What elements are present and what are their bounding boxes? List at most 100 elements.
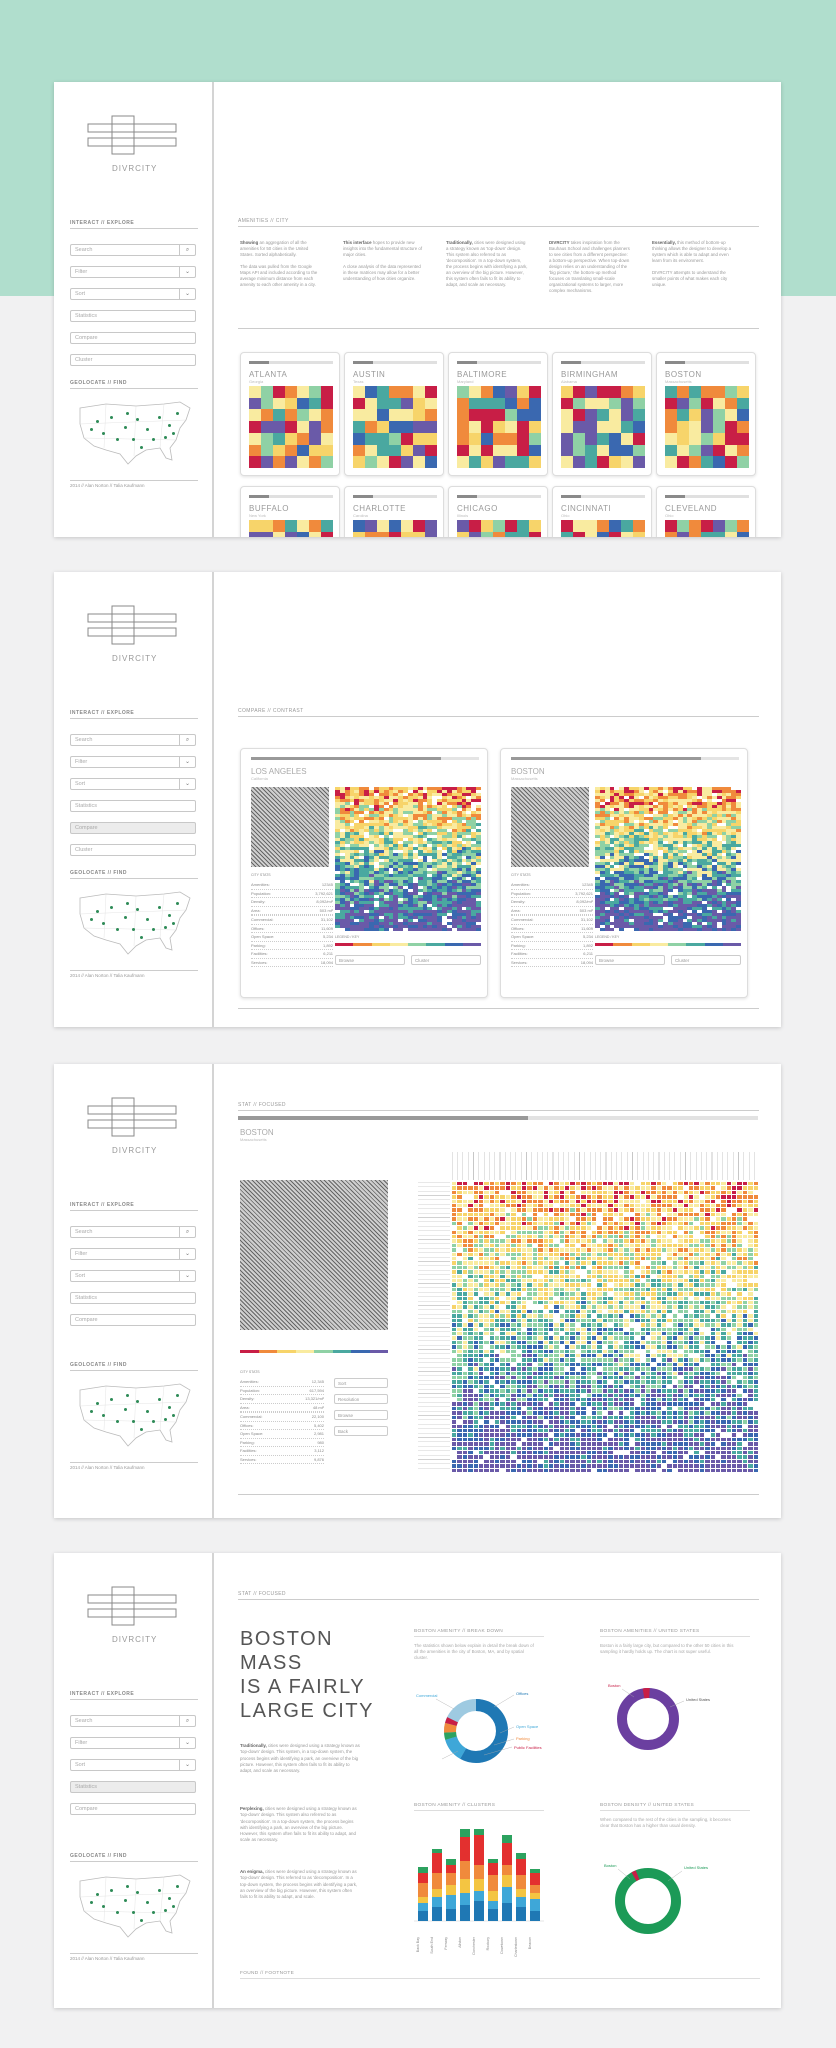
us-map[interactable]	[76, 398, 196, 468]
city-marker[interactable]	[176, 412, 179, 415]
divrcity-logo[interactable]	[86, 114, 180, 174]
statistics-button[interactable]: Statistics	[70, 800, 196, 812]
sort-dropdown[interactable]: Sort ⌄	[70, 1270, 196, 1282]
city-marker[interactable]	[152, 438, 155, 441]
city-card[interactable]: BIRMINGHAM Alabama	[552, 352, 652, 476]
city-marker[interactable]	[176, 1394, 179, 1397]
city-card[interactable]: AUSTIN Texas	[344, 352, 444, 476]
city-marker[interactable]	[140, 446, 143, 449]
city-satellite-image[interactable]	[251, 787, 329, 867]
compare-button[interactable]: Compare	[70, 1314, 196, 1326]
city-card[interactable]: BUFFALO New York	[240, 486, 340, 537]
city-marker[interactable]	[158, 906, 161, 909]
city-marker[interactable]	[132, 438, 135, 441]
chevron-down-icon[interactable]: ⌄	[179, 1271, 195, 1281]
city-marker[interactable]	[102, 1414, 105, 1417]
compare-card[interactable]: BOSTON Massachusetts CITY STATS Amenities: 1…	[500, 748, 748, 998]
city-marker[interactable]	[136, 418, 139, 421]
city-card[interactable]: BOSTON Massachusetts	[656, 352, 756, 476]
chevron-down-icon[interactable]: ⌄	[179, 757, 195, 767]
compare-button[interactable]: Compare	[70, 822, 196, 834]
search-input[interactable]: Search ⌕	[70, 734, 196, 746]
city-marker[interactable]	[164, 1418, 167, 1421]
city-marker[interactable]	[124, 916, 127, 919]
city-card[interactable]: ATLANTA Georgia	[240, 352, 340, 476]
city-marker[interactable]	[124, 1408, 127, 1411]
city-marker[interactable]	[164, 436, 167, 439]
city-marker[interactable]	[126, 412, 129, 415]
city-marker[interactable]	[126, 902, 129, 905]
city-marker[interactable]	[132, 928, 135, 931]
divrcity-logo[interactable]	[86, 1096, 180, 1156]
city-marker[interactable]	[102, 432, 105, 435]
city-marker[interactable]	[90, 428, 93, 431]
city-marker[interactable]	[96, 910, 99, 913]
city-marker[interactable]	[158, 416, 161, 419]
city-marker[interactable]	[116, 438, 119, 441]
search-icon[interactable]: ⌕	[179, 735, 195, 745]
city-card[interactable]: CINCINNATI Ohio	[552, 486, 652, 537]
compare-button[interactable]: Compare	[70, 332, 196, 344]
browse-button[interactable]: Browse	[335, 955, 405, 965]
city-marker[interactable]	[136, 908, 139, 911]
chevron-down-icon[interactable]: ⌄	[179, 289, 195, 299]
city-marker[interactable]	[110, 416, 113, 419]
browse-button[interactable]: Browse	[595, 955, 665, 965]
city-marker[interactable]	[90, 918, 93, 921]
city-marker[interactable]	[172, 1414, 175, 1417]
filter-dropdown[interactable]: Filter ⌄	[70, 756, 196, 768]
city-marker[interactable]	[124, 426, 127, 429]
city-marker[interactable]	[132, 1420, 135, 1423]
city-marker[interactable]	[164, 926, 167, 929]
city-marker[interactable]	[168, 424, 171, 427]
search-input[interactable]: Search ⌕	[70, 1226, 196, 1238]
city-marker[interactable]	[146, 428, 149, 431]
search-icon[interactable]: ⌕	[179, 245, 195, 255]
back-control[interactable]: Back	[334, 1426, 388, 1436]
filter-dropdown[interactable]: Filter ⌄	[70, 266, 196, 278]
city-marker[interactable]	[140, 936, 143, 939]
city-marker[interactable]	[110, 1398, 113, 1401]
city-marker[interactable]	[158, 1398, 161, 1401]
city-card[interactable]: CLEVELAND Ohio	[656, 486, 756, 537]
statistics-button[interactable]: Statistics	[70, 310, 196, 322]
city-marker[interactable]	[140, 1428, 143, 1431]
city-marker[interactable]	[168, 1406, 171, 1409]
resolution-control[interactable]: Resolution	[334, 1394, 388, 1404]
chevron-down-icon[interactable]: ⌄	[179, 267, 195, 277]
city-card[interactable]: BALTIMORE Maryland	[448, 352, 548, 476]
city-marker[interactable]	[152, 928, 155, 931]
chevron-down-icon[interactable]: ⌄	[179, 779, 195, 789]
city-marker[interactable]	[96, 420, 99, 423]
search-icon[interactable]: ⌕	[179, 1227, 195, 1237]
city-satellite-image[interactable]	[511, 787, 589, 867]
city-marker[interactable]	[146, 1410, 149, 1413]
sort-dropdown[interactable]: Sort ⌄	[70, 778, 196, 790]
city-card[interactable]: CHARLOTTE Carolina	[344, 486, 444, 537]
city-marker[interactable]	[172, 922, 175, 925]
filter-dropdown[interactable]: Filter ⌄	[70, 1248, 196, 1260]
city-marker[interactable]	[176, 902, 179, 905]
compare-card[interactable]: LOS ANGELES California CITY STATS Amenities…	[240, 748, 488, 998]
us-map[interactable]	[76, 888, 196, 958]
city-satellite-image[interactable]	[240, 1180, 388, 1330]
browse-control[interactable]: Browse	[334, 1410, 388, 1420]
city-marker[interactable]	[116, 1420, 119, 1423]
city-marker[interactable]	[152, 1420, 155, 1423]
divrcity-logo[interactable]	[86, 604, 180, 664]
chevron-down-icon[interactable]: ⌄	[179, 1249, 195, 1259]
sort-control[interactable]: Sort	[334, 1378, 388, 1388]
city-marker[interactable]	[96, 1402, 99, 1405]
city-marker[interactable]	[146, 918, 149, 921]
cluster-button[interactable]: Cluster	[671, 955, 741, 965]
city-marker[interactable]	[116, 928, 119, 931]
us-map[interactable]	[76, 1380, 196, 1450]
city-card[interactable]: CHICAGO Illinois	[448, 486, 548, 537]
search-input[interactable]: Search ⌕	[70, 244, 196, 256]
city-marker[interactable]	[110, 906, 113, 909]
city-marker[interactable]	[172, 432, 175, 435]
sort-dropdown[interactable]: Sort ⌄	[70, 288, 196, 300]
cluster-button[interactable]: Cluster	[70, 844, 196, 856]
statistics-button[interactable]: Statistics	[70, 1292, 196, 1304]
city-marker[interactable]	[90, 1410, 93, 1413]
